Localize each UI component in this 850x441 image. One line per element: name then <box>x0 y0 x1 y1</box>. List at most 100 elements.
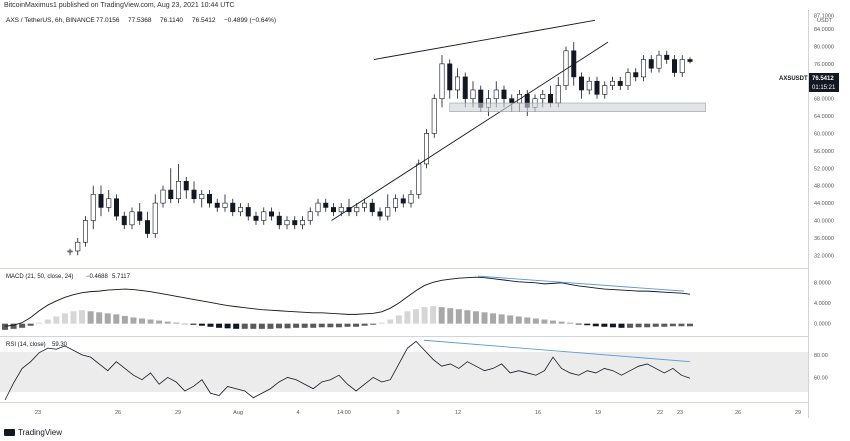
candle-body <box>323 202 329 208</box>
candle-body <box>369 202 375 213</box>
price-tick-label: 80.0000 <box>814 44 834 50</box>
candle-body <box>330 207 336 213</box>
badge-price: 76.5412 <box>812 76 834 82</box>
macd-histogram-bar <box>370 323 377 325</box>
macd-histogram-bar <box>353 323 360 327</box>
price-axis[interactable]: 32.0000 36.0000 40.0000 44.0000 48.0000 52.00… <box>814 14 834 260</box>
candle-body <box>462 76 468 99</box>
macd-histogram-bar <box>575 323 582 325</box>
macd-histogram-bar <box>532 318 539 324</box>
macd-value-1: −0.4688 <box>86 274 109 280</box>
macd-histogram-bar <box>198 323 205 326</box>
candle-body <box>129 211 135 226</box>
macd-pane: 0.0000 4.0000 8.0000 <box>2 275 831 330</box>
candle-body <box>609 80 615 86</box>
time-tick-label: 23 <box>677 410 683 416</box>
candle-body <box>625 72 631 86</box>
macd-histogram-bar <box>301 323 308 328</box>
candle-body <box>648 59 654 69</box>
candle-body <box>114 198 120 217</box>
macd-line <box>4 276 691 327</box>
candle-body <box>90 194 96 221</box>
macd-histogram-bar <box>644 323 651 328</box>
price-badge: AXSUSDT 76.5412 01:15:21 <box>777 73 839 92</box>
macd-histogram-bar <box>267 323 274 329</box>
macd-histogram-bar <box>481 312 488 324</box>
ohlc-low: 76.1140 <box>160 17 183 24</box>
candle-body <box>470 89 476 99</box>
price-tick-label: 52.0000 <box>814 166 834 172</box>
candle-body <box>121 215 127 226</box>
candle-body <box>454 76 460 91</box>
macd-histogram-bar <box>61 313 68 324</box>
macd-histogram-bar <box>318 323 325 328</box>
candle-body <box>207 194 213 204</box>
candle-body <box>214 202 220 208</box>
macd-histogram-bar <box>447 308 454 324</box>
price-tick-label: 76.0000 <box>814 62 834 68</box>
macd-histogram-bar <box>96 312 103 324</box>
candle-body <box>222 202 228 208</box>
candle-body <box>276 215 282 226</box>
macd-histogram-bar <box>258 323 265 329</box>
candle-body <box>199 194 205 200</box>
macd-histogram-bar <box>609 323 616 328</box>
candle-body <box>555 85 561 104</box>
candle-body <box>377 211 383 217</box>
time-tick-label: 16 <box>535 410 541 416</box>
tradingview-logo-icon <box>4 429 15 436</box>
macd-histogram-bar <box>618 323 625 328</box>
macd-histogram-bar <box>413 309 419 324</box>
candle-body <box>307 211 313 221</box>
macd-histogram-bar <box>87 311 94 324</box>
macd-histogram-bar <box>139 318 145 324</box>
time-tick-label: 29 <box>175 410 181 416</box>
macd-histogram-bar <box>207 323 214 327</box>
candle-body <box>168 189 174 200</box>
price-unit-label: USDT <box>817 18 833 24</box>
macd-histogram-bar <box>335 323 342 328</box>
macd-divergence-line <box>477 275 685 292</box>
time-axis[interactable]: 23 26 29 Aug 4 14:00 9 12 16 19 22 23 26 29 <box>35 410 801 416</box>
candle-body <box>160 189 166 204</box>
macd-histogram-bar <box>164 321 171 324</box>
candle-body <box>176 181 182 200</box>
candle-body <box>191 189 197 200</box>
macd-legend: MACD (21, 50, close, 24) <box>6 274 73 280</box>
macd-histogram-bar <box>507 315 514 324</box>
ohlc-change: −0.4899 (−0.64%) <box>224 17 276 24</box>
price-tick-label: 64.0000 <box>814 114 834 120</box>
candle-body <box>299 220 305 226</box>
macd-histogram-bar <box>53 316 60 324</box>
macd-histogram-bar <box>276 323 282 329</box>
macd-histogram-bar <box>421 307 428 324</box>
footer: TradingView <box>4 428 62 437</box>
macd-histogram-bar <box>472 311 479 324</box>
macd-histogram-bar <box>27 323 34 326</box>
candle-body <box>617 80 623 86</box>
macd-histogram-bar <box>10 323 17 329</box>
badge-ticker: AXSUSDT <box>779 76 808 82</box>
macd-histogram-bar <box>498 314 505 324</box>
price-tick-label: 40.0000 <box>814 218 834 224</box>
macd-histogram-bar <box>524 317 531 324</box>
candle-body <box>183 181 189 191</box>
macd-histogram-bar <box>44 319 51 324</box>
candle-body <box>540 94 546 99</box>
macd-histogram-bar <box>190 323 197 325</box>
badge-countdown: 01:15:21 <box>812 85 836 91</box>
macd-histogram-bar <box>438 307 445 324</box>
candle-body <box>253 215 259 221</box>
candle-body <box>408 194 414 204</box>
macd-histogram-bar <box>490 313 497 324</box>
macd-histogram-bar <box>233 323 240 329</box>
candle-body <box>98 194 104 208</box>
candle-body <box>594 80 600 95</box>
macd-histogram-bar <box>121 315 128 324</box>
macd-histogram-bar <box>2 323 8 330</box>
time-tick-label: Aug <box>233 410 243 416</box>
rsi-band <box>0 352 808 392</box>
candle-body <box>354 207 360 213</box>
support-trendline <box>331 41 609 221</box>
